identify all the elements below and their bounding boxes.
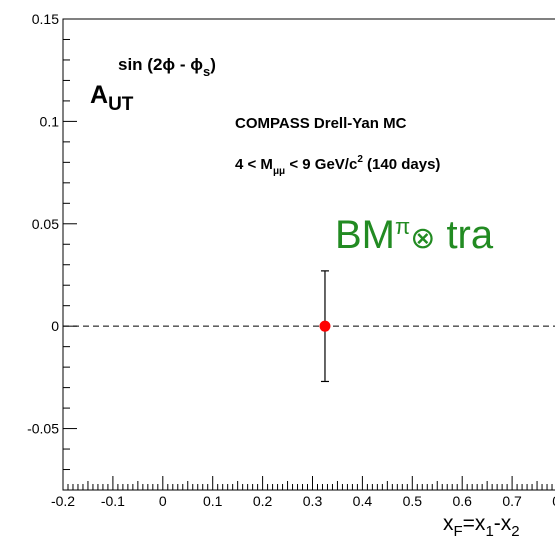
y-tick-label: -0.05 [27,421,59,437]
x-tick-label: -0.1 [101,493,125,509]
x-tick-label: 0.7 [502,493,522,509]
x-tick-label: 0.3 [303,493,323,509]
x-tick-label: 0.2 [253,493,273,509]
x-tick-label: 0 [159,493,167,509]
x-tick-label: 0.4 [353,493,373,509]
annotation-experiment: COMPASS Drell-Yan MC [235,115,407,132]
x-axis-ticks [62,476,553,490]
y-axis-label: AUT [90,81,134,115]
y-tick-label: 0 [51,318,59,334]
y-axis-label-superscript: sin (2ϕ - ϕs) [118,55,216,79]
y-tick-label: 0.15 [32,11,59,27]
x-tick-label: 0.1 [203,493,223,509]
x-axis-tick-labels: -0.2 -0.1 0 0.1 0.2 0.3 0.4 0.5 0.6 0.7 0.8 [51,493,555,509]
annotation-mass-range: 4 < Mμμ < 9 GeV/c2 (140 days) [235,154,440,177]
x-tick-label: 0.5 [403,493,423,509]
annotation-bm-transversity: BMπ⊗ tra [335,213,494,257]
y-tick-label: 0.05 [32,216,59,232]
x-tick-label: 0.8 [552,493,555,509]
y-axis-tick-labels: -0.05 0 0.05 0.1 0.15 [27,11,59,437]
y-axis-ticks [63,18,77,491]
data-points [319,270,331,383]
x-axis-label: xF=x1-x2 [443,512,520,537]
data-point [319,320,331,332]
x-tick-label: -0.2 [51,493,75,509]
y-tick-label: 0.1 [40,113,60,129]
x-tick-label: 0.6 [452,493,472,509]
